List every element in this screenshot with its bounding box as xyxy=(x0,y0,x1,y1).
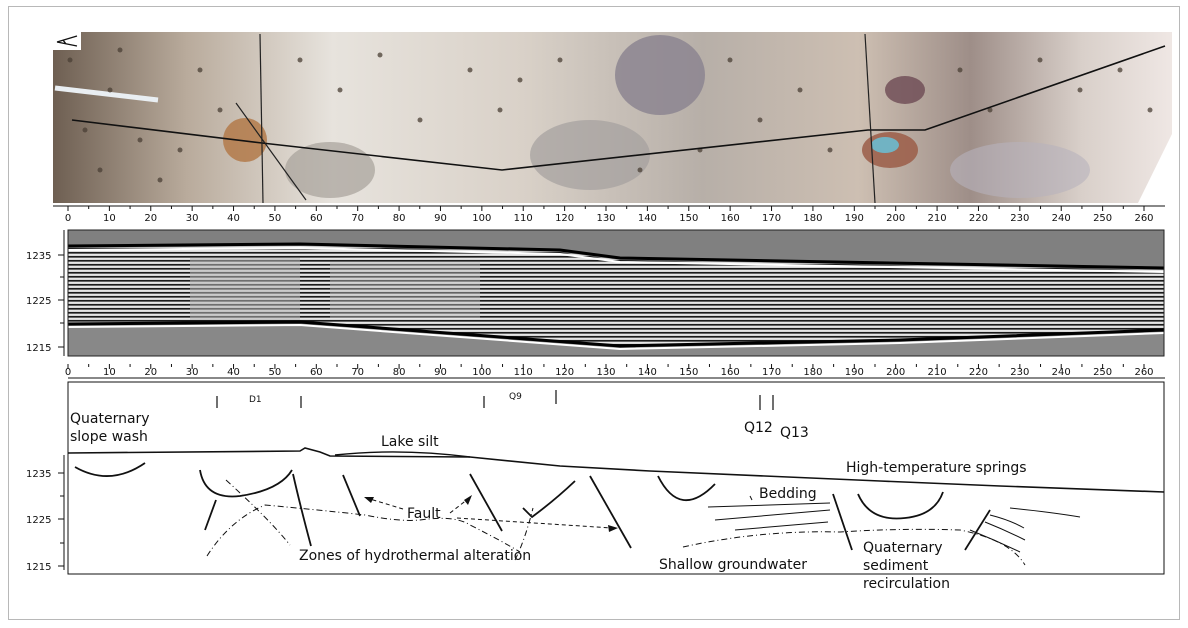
label-bedding: Bedding xyxy=(759,486,817,502)
top-axis-tick-label-70: 70 xyxy=(351,213,364,224)
top-axis-tick-label-170: 170 xyxy=(762,213,781,224)
middle-axis-tick-label-210: 210 xyxy=(928,367,947,378)
top-axis-tick-label-80: 80 xyxy=(393,213,406,224)
label-quaternary-slope-wash-line1: Quaternary xyxy=(70,411,150,427)
middle-axis-tick-label-190: 190 xyxy=(845,367,864,378)
interpretation-depth-axis: 1235 1225 1215 xyxy=(26,455,65,573)
top-axis-tick-label-100: 100 xyxy=(472,213,491,224)
gpr-radargram xyxy=(67,229,1165,357)
lake-silt-lens xyxy=(334,451,471,458)
top-axis-tick-label-260: 260 xyxy=(1134,213,1153,224)
top-axis-tick-label-160: 160 xyxy=(721,213,740,224)
middle-axis-tick-label-60: 60 xyxy=(310,367,323,378)
top-axis-tick-label-50: 50 xyxy=(269,213,282,224)
gpr-depth-label-1235: 1235 xyxy=(26,251,51,262)
label-shallow-groundwater: Shallow groundwater xyxy=(659,557,807,573)
top-axis-tick-label-40: 40 xyxy=(227,213,240,224)
top-axis-tick-label-220: 220 xyxy=(969,213,988,224)
top-x-axis: 0 10 20 30 40 50 60 70 80 90 100 110 120 130 140 150 160… xyxy=(53,205,1165,224)
middle-axis-tick-label-160: 160 xyxy=(721,367,740,378)
middle-axis-tick-label-110: 110 xyxy=(514,367,533,378)
marker-q12-label: Q12 xyxy=(744,420,773,436)
middle-axis-tick-label-40: 40 xyxy=(227,367,240,378)
marker-d1-label: D1 xyxy=(249,395,262,405)
top-axis-tick-label-20: 20 xyxy=(144,213,157,224)
middle-axis-tick-label-120: 120 xyxy=(555,367,574,378)
marker-q9-label: Q9 xyxy=(509,392,522,402)
top-axis-tick-label-240: 240 xyxy=(1052,213,1071,224)
label-high-temperature-springs: High-temperature springs xyxy=(846,460,1027,476)
label-fault: Fault xyxy=(407,506,441,522)
middle-axis-tick-label-130: 130 xyxy=(596,367,615,378)
gpr-depth-label-1225: 1225 xyxy=(26,296,51,307)
north-arrow-icon xyxy=(53,32,81,50)
top-axis-tick-label-110: 110 xyxy=(514,213,533,224)
top-axis-tick-label-140: 140 xyxy=(638,213,657,224)
interp-depth-label-1215: 1215 xyxy=(26,562,51,573)
top-axis-tick-label-190: 190 xyxy=(845,213,864,224)
top-axis-tick-label-250: 250 xyxy=(1093,213,1112,224)
top-axis-tick-label-230: 230 xyxy=(1010,213,1029,224)
middle-axis-tick-label-100: 100 xyxy=(472,367,491,378)
middle-axis-tick-label-150: 150 xyxy=(679,367,698,378)
top-axis-tick-label-130: 130 xyxy=(596,213,615,224)
middle-axis-tick-label-90: 90 xyxy=(434,367,447,378)
top-axis-tick-label-30: 30 xyxy=(186,213,199,224)
label-quaternary-sediment-line3: recirculation xyxy=(863,576,950,592)
label-quaternary-slope-wash-line2: slope wash xyxy=(70,429,148,445)
label-quaternary-sediment-line2: sediment xyxy=(863,558,929,574)
middle-axis-tick-label-80: 80 xyxy=(393,367,406,378)
interp-depth-label-1235: 1235 xyxy=(26,469,51,480)
interpretation-panel: D1 Q9 Q12 Q13 xyxy=(67,381,1165,592)
gpr-depth-label-1215: 1215 xyxy=(26,343,51,354)
top-axis-tick-label-90: 90 xyxy=(434,213,447,224)
marker-q13-label: Q13 xyxy=(780,425,809,441)
middle-axis-tick-label-220: 220 xyxy=(969,367,988,378)
label-lake-silt: Lake silt xyxy=(381,434,439,450)
middle-axis-tick-label-10: 10 xyxy=(103,367,116,378)
middle-axis-tick-label-240: 240 xyxy=(1052,367,1071,378)
top-axis-tick-label-0: 0 xyxy=(65,213,71,224)
middle-axis-tick-label-170: 170 xyxy=(762,367,781,378)
middle-axis-tick-label-260: 260 xyxy=(1134,367,1153,378)
top-axis-tick-label-200: 200 xyxy=(886,213,905,224)
gpr-depth-axis: 1235 1225 1215 xyxy=(26,230,65,356)
top-axis-tick-label-210: 210 xyxy=(928,213,947,224)
top-axis-tick-label-180: 180 xyxy=(803,213,822,224)
middle-axis-tick-label-140: 140 xyxy=(638,367,657,378)
middle-axis-tick-label-230: 230 xyxy=(1010,367,1029,378)
top-axis-tick-label-120: 120 xyxy=(555,213,574,224)
middle-axis-tick-label-50: 50 xyxy=(269,367,282,378)
middle-axis-tick-label-250: 250 xyxy=(1093,367,1112,378)
top-axis-tick-label-10: 10 xyxy=(103,213,116,224)
middle-axis-tick-label-200: 200 xyxy=(886,367,905,378)
aerial-image xyxy=(53,32,1172,203)
figure-frame xyxy=(8,6,1180,620)
label-hydrothermal-alteration: Zones of hydrothermal alteration xyxy=(299,548,531,564)
middle-axis-tick-label-20: 20 xyxy=(144,367,157,378)
interp-depth-label-1225: 1225 xyxy=(26,515,51,526)
top-axis-tick-label-150: 150 xyxy=(679,213,698,224)
middle-x-axis: 0 10 20 30 40 50 60 70 80 90 100 110 120 130 140 150 160… xyxy=(65,364,1165,379)
middle-axis-tick-label-180: 180 xyxy=(803,367,822,378)
middle-axis-tick-label-30: 30 xyxy=(186,367,199,378)
top-axis-tick-label-60: 60 xyxy=(310,213,323,224)
middle-axis-tick-label-0: 0 xyxy=(65,367,71,378)
label-quaternary-sediment-line1: Quaternary xyxy=(863,540,943,556)
middle-axis-tick-label-70: 70 xyxy=(351,367,364,378)
